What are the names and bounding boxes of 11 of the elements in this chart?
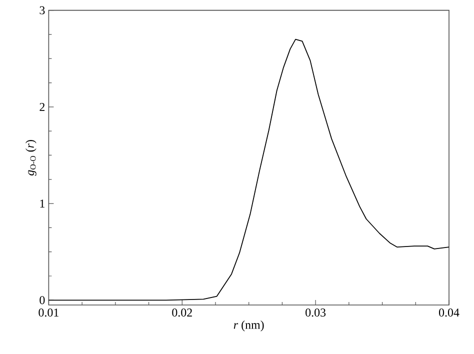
- y-tick-label: 2: [40, 102, 45, 111]
- x-tick-label: 0.02: [172, 308, 192, 317]
- x-tick-label: 0.01: [38, 308, 58, 317]
- y-axis-title: g$_{O-O}$ (r): [26, 140, 36, 176]
- x-tick-label: 0.04: [438, 308, 460, 317]
- y-tick-label: 0: [40, 296, 45, 304]
- x-tick-label: 0.03: [306, 308, 326, 317]
- x-axis-title: r (nm): [234, 320, 264, 332]
- line-series: [48, 38, 449, 301]
- y-tick-label: 3: [40, 6, 45, 14]
- y-tick-label: 1: [40, 200, 44, 208]
